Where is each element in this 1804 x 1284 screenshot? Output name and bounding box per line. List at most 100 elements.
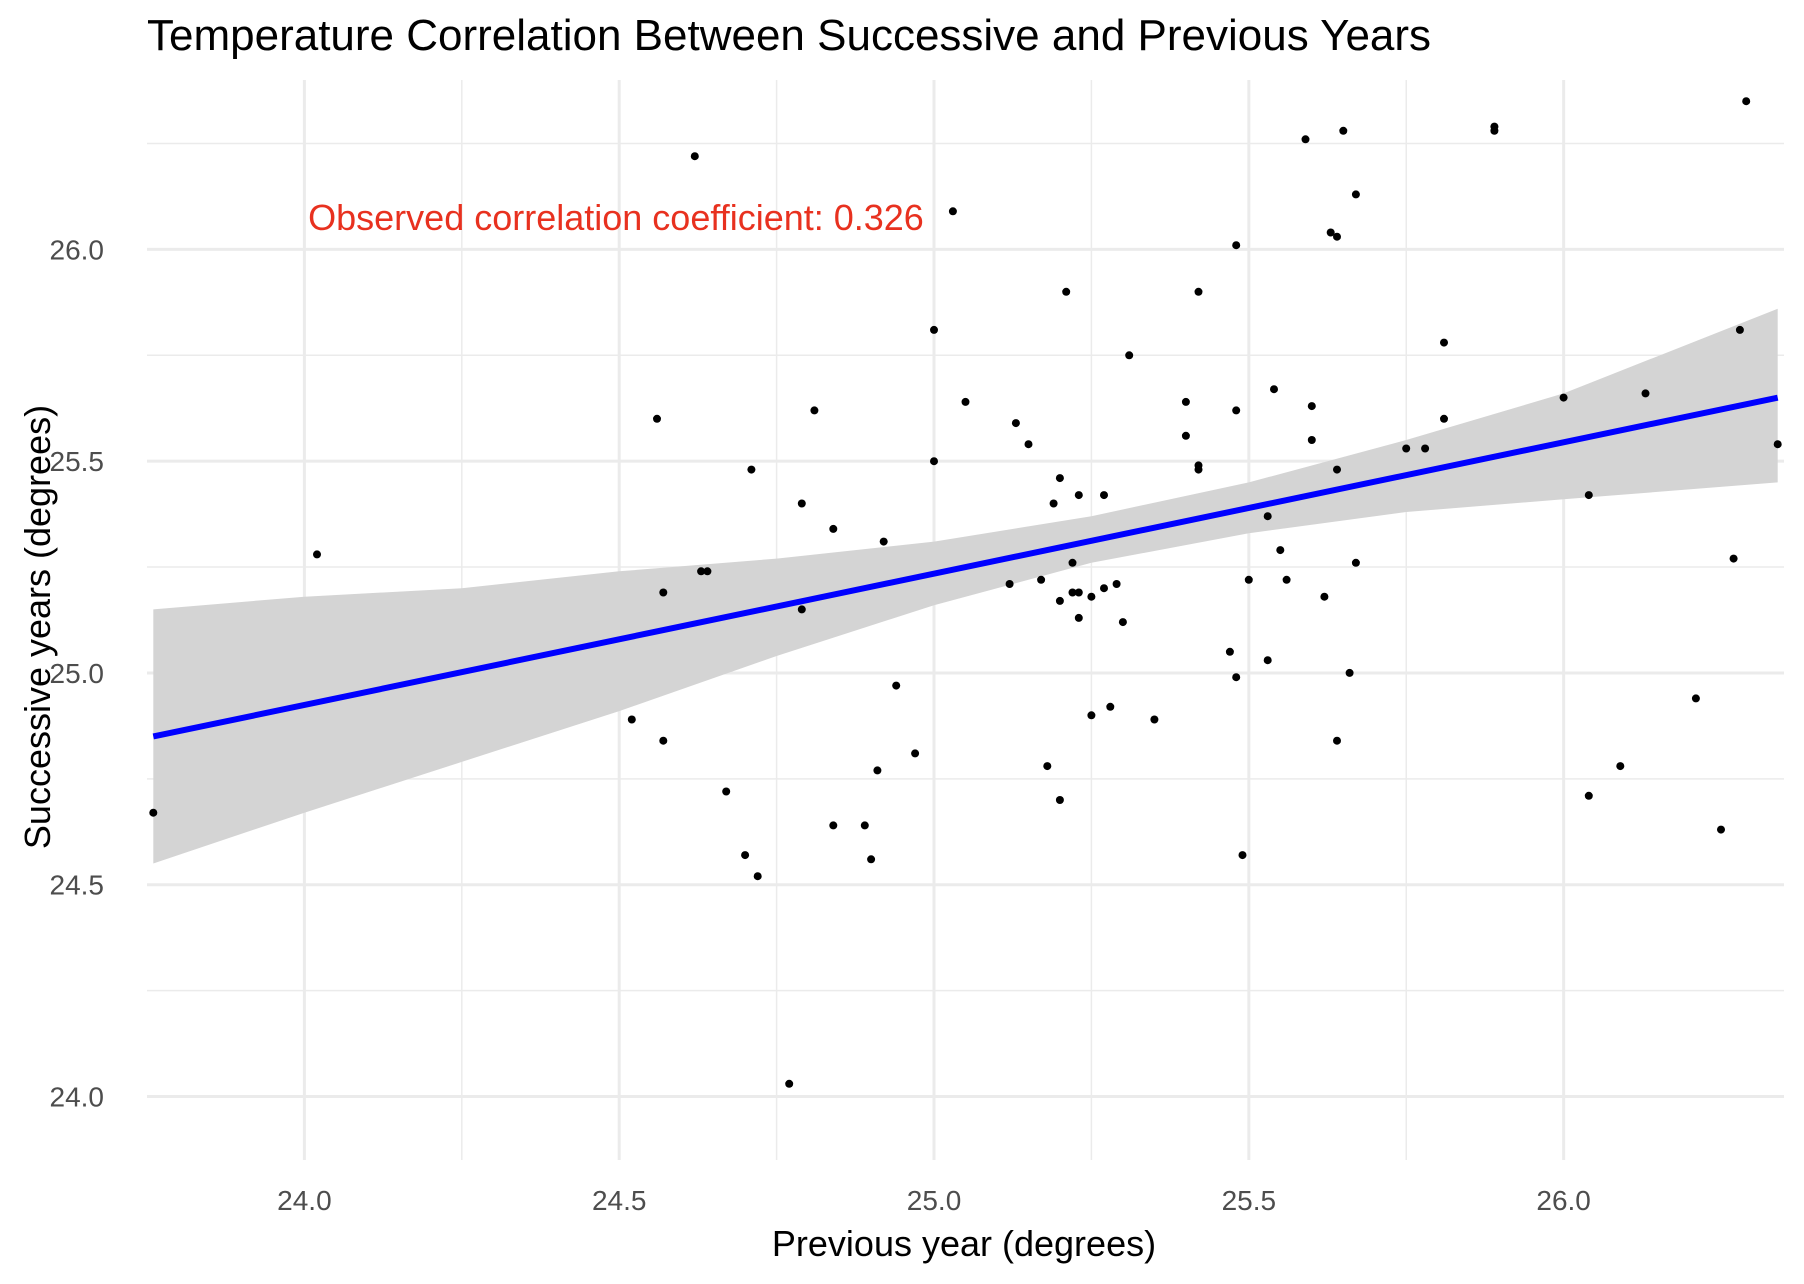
- data-point: [1270, 385, 1278, 394]
- y-tick-label: 24.0: [50, 1081, 105, 1112]
- data-point: [703, 567, 712, 576]
- data-point: [1345, 668, 1354, 677]
- data-point: [879, 537, 888, 546]
- data-point: [1717, 825, 1725, 834]
- data-point: [1326, 228, 1335, 237]
- data-point: [690, 152, 699, 161]
- data-point: [1263, 656, 1272, 665]
- data-point: [1333, 736, 1341, 745]
- data-point: [1263, 512, 1272, 521]
- data-point: [1118, 618, 1127, 627]
- chart-title: Temperature Correlation Between Successi…: [147, 11, 1431, 60]
- data-point: [1402, 444, 1411, 453]
- data-point: [873, 766, 882, 775]
- data-point: [1074, 613, 1083, 622]
- data-point: [785, 1079, 794, 1088]
- data-point: [659, 736, 668, 745]
- data-point: [1087, 711, 1096, 720]
- data-point: [1351, 558, 1360, 567]
- data-point: [1055, 474, 1064, 483]
- data-point: [697, 567, 706, 576]
- data-point: [1100, 584, 1108, 593]
- y-tick-label: 25.0: [50, 658, 105, 689]
- data-point: [1068, 588, 1077, 597]
- data-point: [1307, 436, 1316, 444]
- data-point: [829, 524, 838, 533]
- confidence-band-layer: [153, 308, 1778, 864]
- y-tick-label: 26.0: [50, 234, 105, 265]
- data-point: [1351, 190, 1360, 199]
- data-point: [1037, 575, 1046, 584]
- x-tick-label: 25.0: [907, 1185, 962, 1216]
- data-point: [1559, 393, 1568, 402]
- regression-line: [152, 394, 1779, 740]
- data-point: [1641, 389, 1650, 398]
- data-point: [313, 550, 321, 559]
- data-point: [1005, 580, 1014, 588]
- data-point: [1068, 558, 1077, 567]
- data-point: [1490, 126, 1499, 135]
- data-point: [911, 749, 920, 758]
- data-point: [1616, 762, 1625, 771]
- data-point: [1742, 97, 1751, 106]
- data-point: [797, 499, 806, 508]
- data-point: [722, 787, 731, 796]
- data-point: [1181, 431, 1190, 440]
- data-point: [1106, 702, 1115, 711]
- data-point: [1112, 580, 1121, 588]
- data-point: [1055, 796, 1064, 804]
- data-point: [1339, 126, 1348, 135]
- x-axis-title: Previous year (degrees): [772, 1223, 1156, 1264]
- x-tick-label: 24.0: [277, 1185, 332, 1216]
- data-point: [1333, 465, 1341, 474]
- data-point: [1282, 575, 1291, 584]
- y-tick-label: 24.5: [50, 870, 105, 901]
- data-point: [1194, 465, 1203, 474]
- data-point: [1584, 791, 1593, 800]
- data-point: [1087, 592, 1096, 601]
- confidence-band: [153, 308, 1778, 864]
- data-point: [1011, 419, 1020, 428]
- data-point: [1773, 440, 1782, 449]
- data-point: [659, 588, 668, 597]
- data-point: [1100, 491, 1108, 500]
- data-point: [930, 457, 938, 466]
- y-tick-label: 25.5: [50, 446, 105, 477]
- data-point: [1244, 575, 1253, 584]
- data-point: [1729, 554, 1738, 563]
- data-point: [930, 325, 938, 334]
- data-point: [1232, 241, 1241, 250]
- data-point: [797, 605, 806, 614]
- data-point: [961, 397, 970, 406]
- data-point: [627, 715, 636, 724]
- data-point: [1584, 491, 1593, 500]
- data-point: [1238, 851, 1247, 860]
- data-point: [1320, 592, 1329, 601]
- data-point: [1024, 440, 1033, 449]
- data-point: [653, 414, 661, 423]
- data-point: [810, 406, 819, 415]
- data-point: [1440, 414, 1448, 423]
- data-point: [867, 855, 876, 864]
- data-points: [149, 97, 1782, 1088]
- data-point: [860, 821, 869, 830]
- data-point: [1421, 444, 1430, 453]
- data-point: [829, 821, 838, 830]
- data-point: [1440, 338, 1448, 347]
- correlation-annotation: Observed correlation coefficient: 0.326: [308, 197, 924, 238]
- data-point: [1301, 135, 1310, 144]
- data-point: [1276, 546, 1285, 555]
- data-point: [1232, 673, 1241, 682]
- tick-labels: 24.0 24.5 25.0 25.5 26.0 24.0 24.5 25.0 25.5 26.0: [50, 234, 1591, 1216]
- data-point: [1074, 588, 1083, 597]
- data-point: [1043, 762, 1052, 771]
- data-point: [1055, 596, 1064, 605]
- x-tick-label: 25.5: [1222, 1185, 1277, 1216]
- data-point: [1735, 325, 1744, 334]
- data-point: [1225, 647, 1234, 656]
- data-point: [948, 207, 957, 216]
- x-tick-label: 26.0: [1536, 1185, 1591, 1216]
- data-point: [1181, 397, 1190, 406]
- data-point: [1307, 402, 1316, 411]
